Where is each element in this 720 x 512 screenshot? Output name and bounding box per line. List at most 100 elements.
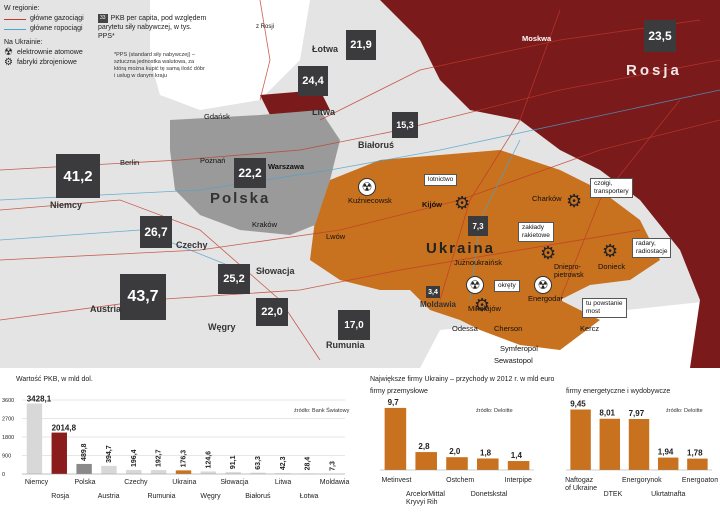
nuclear-icon: ☢ bbox=[466, 276, 484, 294]
label-line: 2700 bbox=[2, 417, 14, 423]
nuclear-icon: ☢ bbox=[358, 178, 376, 196]
country-slowacja: Słowacja bbox=[256, 266, 295, 276]
label-line: 8,01 bbox=[599, 409, 615, 418]
callout-czolgi: czołgi, transportery bbox=[590, 178, 633, 198]
label-line: Rumunia bbox=[147, 493, 175, 500]
data-label: 394,7 bbox=[106, 445, 113, 463]
category-label: Interpipe bbox=[505, 477, 532, 484]
country-lotwa: Łotwa bbox=[312, 44, 338, 54]
label-line: 124,6 bbox=[205, 451, 212, 469]
bar-Słowacja bbox=[225, 472, 241, 474]
data-label: 196,4 bbox=[131, 449, 138, 467]
bar-Białoruś bbox=[250, 472, 266, 474]
legend-nuclear: ☢ elektrownie atomowe bbox=[4, 48, 84, 58]
pkb-legend: 33 PKB per capita, pod względem parytetu … bbox=[98, 14, 208, 41]
data-label: 1,4 bbox=[511, 451, 523, 460]
country-niemcy: Niemcy bbox=[50, 200, 83, 210]
country-rosja: Rosja bbox=[626, 62, 682, 79]
city-odessa: Odessa bbox=[452, 324, 478, 333]
y-tick-label: 1800 bbox=[2, 435, 14, 441]
label-line: 42,3 bbox=[280, 456, 287, 470]
city-moskwa: Moskwa bbox=[522, 34, 552, 43]
category-label: Słowacja bbox=[220, 479, 248, 486]
label-line: Austria bbox=[98, 493, 120, 500]
label-line: Ostchem bbox=[446, 477, 474, 484]
gear-icon: ⚙ bbox=[474, 295, 491, 315]
kaliningrad-area bbox=[260, 90, 330, 115]
gear-icon: ⚙ bbox=[454, 193, 471, 213]
gdp-box-rumunia: 17,0 bbox=[338, 310, 370, 340]
label-line: 91,1 bbox=[230, 455, 237, 469]
russia-area bbox=[380, 0, 720, 368]
data-label: 9,7 bbox=[388, 398, 400, 407]
y-tick-label: 2700 bbox=[2, 417, 14, 423]
gdp-box-czechy: 26,7 bbox=[140, 216, 172, 248]
category-label: Energorynok bbox=[622, 477, 662, 484]
bar-Ukraina bbox=[175, 470, 192, 474]
chart2-source: źródło: Deloitte bbox=[476, 408, 513, 414]
label-line: 3428,1 bbox=[27, 395, 52, 404]
label-line: 7,3 bbox=[330, 461, 337, 471]
category-label: DTEK bbox=[604, 491, 623, 498]
label-line: 28,4 bbox=[305, 457, 312, 471]
label-line: 3600 bbox=[2, 398, 14, 404]
pps-note: *PPS (standard siły nabywczej) – sztuczn… bbox=[114, 52, 205, 79]
label-line: 9,45 bbox=[570, 400, 586, 409]
gear-icon: ⚙ bbox=[540, 243, 557, 263]
category-label: Białoruś bbox=[245, 493, 271, 500]
data-label: 124,6 bbox=[205, 451, 212, 469]
city-kercz: Kercz bbox=[580, 324, 600, 333]
data-label: 176,3 bbox=[181, 450, 188, 468]
category-label: Austria bbox=[98, 493, 120, 500]
map-shapes bbox=[0, 0, 720, 368]
label-line: 394,7 bbox=[106, 445, 113, 463]
baltic-sea bbox=[150, 0, 310, 110]
label-line: Ukrtatnafta bbox=[651, 491, 685, 498]
country-austria: Austria bbox=[90, 304, 122, 314]
data-label: 9,45 bbox=[570, 400, 586, 409]
label-line: 489,8 bbox=[81, 443, 88, 461]
city-kuzniecowsk: Kuźniecowsk bbox=[348, 196, 392, 205]
label-line: 900 bbox=[2, 454, 11, 460]
city-cherson: Cherson bbox=[494, 324, 523, 333]
gdp-box-lotwa: 21,9 bbox=[346, 30, 376, 60]
category-label: Węgry bbox=[200, 493, 221, 500]
data-label: 1,78 bbox=[687, 449, 703, 458]
category-label: Naftogaz of Ukraine bbox=[565, 477, 597, 492]
label-line: 1,78 bbox=[687, 449, 703, 458]
city-krakow: Kraków bbox=[252, 220, 278, 229]
category-label: Niemcy bbox=[25, 479, 49, 486]
city-mikolajow: Mikołajów bbox=[468, 304, 501, 313]
label-line: Metinvest bbox=[381, 477, 411, 484]
map-legend: W regionie: główne gazociągi główne ropo… bbox=[4, 4, 84, 68]
category-label: Metinvest bbox=[381, 477, 411, 484]
data-label: 42,3 bbox=[280, 456, 287, 470]
city-donieck: Donieck bbox=[598, 262, 626, 271]
gdp-box-moldawia: 3,4 bbox=[426, 286, 440, 298]
gdp-box-bialorus: 15,3 bbox=[392, 112, 418, 138]
y-tick-label: 900 bbox=[2, 454, 11, 460]
bar-Metinvest bbox=[384, 407, 407, 470]
bar-Niemcy bbox=[26, 403, 43, 474]
data-label: 7,3 bbox=[330, 461, 337, 471]
category-label: ArcelorMittal Kryvyi Rih bbox=[406, 491, 445, 506]
category-label: Łotwa bbox=[300, 493, 319, 500]
category-label: Czechy bbox=[124, 479, 148, 486]
label-line: 1,8 bbox=[480, 448, 492, 457]
city-sewastopol: Sewastopol bbox=[494, 356, 533, 365]
data-label: 2,0 bbox=[449, 447, 461, 456]
country-polska: Polska bbox=[210, 190, 271, 207]
label-line: 9,7 bbox=[388, 398, 400, 407]
y-tick-label: 3600 bbox=[2, 398, 14, 404]
callout-radary: radary, radiostacje bbox=[632, 238, 672, 258]
label-line: Energorynok bbox=[622, 477, 662, 484]
data-label: 28,4 bbox=[305, 457, 312, 471]
gdp-box-slowacja: 25,2 bbox=[218, 264, 250, 294]
chart2-subtitle: firmy przemysłowe bbox=[370, 388, 428, 395]
nuclear-icon: ☢ bbox=[4, 47, 13, 58]
country-ukraina: Ukraina bbox=[426, 240, 496, 257]
label-line: Białoruś bbox=[245, 493, 271, 500]
callout-lotnictwo: lotnictwo bbox=[424, 174, 458, 186]
label-line: Kryvyi Rih bbox=[406, 499, 438, 506]
label-line: Ukraina bbox=[172, 479, 196, 486]
